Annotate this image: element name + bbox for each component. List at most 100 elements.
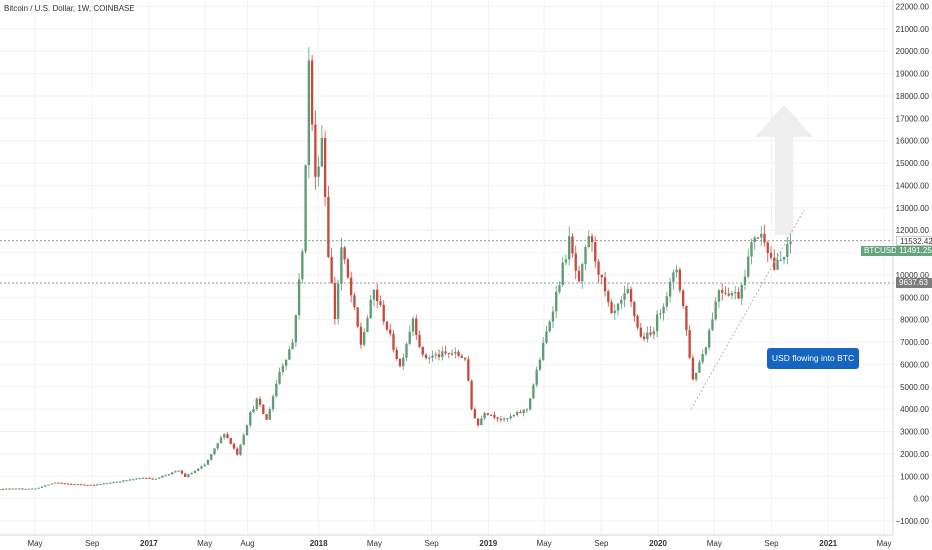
candle-body — [766, 242, 769, 253]
candle-body — [301, 251, 304, 280]
candle-body — [493, 414, 496, 418]
candle-body — [359, 326, 363, 345]
candle-body — [558, 285, 561, 292]
y-tick-label: 22000.00 — [896, 3, 930, 12]
x-tick-label: 2021 — [819, 539, 837, 548]
annotation-callout[interactable]: USD flowing into BTC — [767, 348, 859, 369]
candle-body — [138, 478, 141, 480]
candle-body — [323, 137, 327, 197]
y-tick-label: 2000.00 — [900, 450, 929, 459]
candle-body — [53, 482, 57, 484]
candle-body — [642, 336, 646, 340]
candle-body — [750, 242, 753, 257]
candle-body — [769, 252, 773, 258]
candle-body — [83, 484, 86, 486]
y-tick-label: 16000.00 — [896, 137, 930, 146]
candle-body — [258, 398, 262, 405]
candle-body — [574, 253, 577, 271]
candle-body — [223, 434, 226, 438]
candle-body — [756, 237, 760, 239]
candle-body — [232, 443, 236, 449]
candle-body — [262, 404, 265, 415]
candle-body — [776, 259, 779, 270]
y-tick-label: 14000.00 — [896, 181, 930, 190]
candle-body — [27, 488, 31, 490]
candle-body — [304, 165, 307, 252]
candle-body — [92, 484, 96, 486]
candle-body — [353, 295, 356, 308]
candle-body — [610, 302, 613, 314]
candle-body — [278, 371, 281, 384]
candle-body — [470, 380, 473, 410]
candle-body — [213, 448, 216, 455]
up-arrow-drawing[interactable] — [755, 104, 814, 235]
candle-body — [193, 470, 197, 473]
candle-body — [447, 353, 450, 355]
candle-body — [148, 477, 151, 479]
candle-body — [239, 444, 242, 455]
y-tick-label: 19000.00 — [896, 70, 930, 79]
candle-body — [727, 293, 730, 296]
candle-body — [242, 435, 245, 445]
candle-body — [613, 310, 616, 314]
candle-body — [44, 485, 47, 487]
candle-body — [151, 478, 154, 480]
up-arrow-shape[interactable] — [755, 104, 814, 235]
candle-body — [691, 357, 695, 380]
candle-body — [483, 413, 486, 419]
candle-body — [57, 482, 60, 484]
candle-body — [102, 483, 105, 485]
candle-body — [206, 459, 210, 465]
candle-body — [330, 257, 333, 284]
candle-body — [542, 342, 545, 360]
candle-body — [1, 488, 5, 490]
candle-body — [564, 259, 568, 263]
candle-body — [70, 483, 73, 485]
x-tick-label: Sep — [594, 539, 609, 548]
candle-body — [89, 484, 92, 486]
candle-body — [236, 448, 239, 455]
candle-body — [164, 475, 167, 477]
candle-body — [336, 283, 340, 319]
x-tick-label: May — [27, 539, 42, 548]
candle-body — [343, 247, 346, 260]
candle-body — [418, 334, 421, 347]
y-tick-label: 3000.00 — [900, 428, 929, 437]
candle-body — [786, 244, 789, 257]
candle-body — [577, 270, 581, 282]
candle-body — [275, 383, 278, 397]
y-tick-label: 0.00 — [913, 495, 929, 504]
candle-body — [398, 359, 402, 367]
candle-body — [454, 351, 457, 354]
candle-body — [623, 293, 626, 300]
candle-body — [701, 354, 704, 363]
candle-body — [607, 291, 610, 303]
candle-body — [284, 359, 288, 366]
candle-body — [672, 272, 675, 282]
price-tag-low: 9637.63 — [896, 278, 932, 288]
candle-body — [424, 354, 428, 359]
x-tick-label: 2020 — [649, 539, 667, 548]
y-tick-label: 13000.00 — [896, 204, 930, 213]
candle-body — [356, 307, 359, 327]
x-tick-label: Sep — [424, 539, 439, 548]
x-tick-label: Sep — [764, 539, 779, 548]
candle-body — [389, 329, 392, 334]
candle-body — [415, 318, 418, 335]
candle-body — [600, 274, 603, 278]
y-tick-label: 10000.00 — [896, 271, 930, 280]
candle-body — [385, 321, 389, 330]
candle-body — [47, 484, 50, 486]
candle-body — [346, 259, 350, 278]
x-tick-label: May — [197, 539, 212, 548]
candle-body — [551, 311, 555, 322]
candle-body — [668, 281, 672, 297]
candle-body — [174, 471, 177, 473]
candle-body — [473, 409, 477, 419]
candle-body — [626, 289, 629, 294]
candle-body — [190, 472, 193, 475]
candle-body — [245, 425, 249, 436]
y-tick-label: 8000.00 — [900, 316, 929, 325]
